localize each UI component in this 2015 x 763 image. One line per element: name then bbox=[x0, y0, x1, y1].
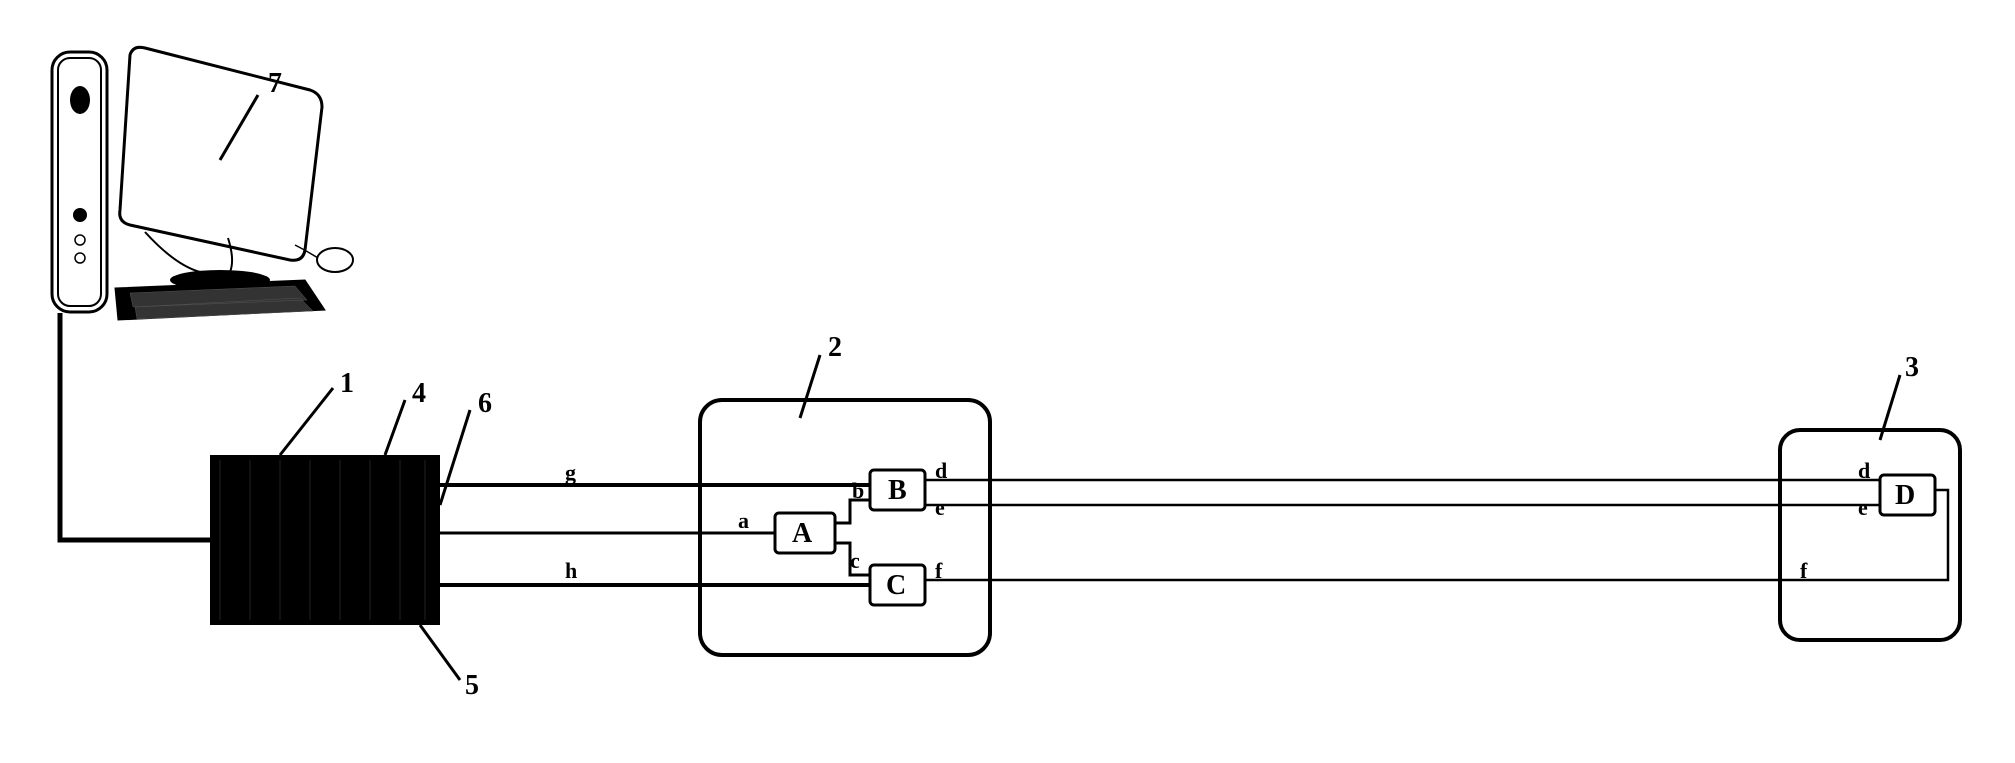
port-f3: f bbox=[1800, 558, 1807, 584]
label-5: 5 bbox=[465, 670, 479, 702]
label-1: 1 bbox=[340, 368, 354, 400]
port-d3: d bbox=[1858, 458, 1870, 484]
leader-4 bbox=[385, 400, 405, 455]
computer-keyboard bbox=[115, 280, 325, 320]
label-6: 6 bbox=[478, 388, 492, 420]
box-a-label: A bbox=[792, 518, 812, 550]
label-4: 4 bbox=[412, 378, 426, 410]
label-3: 3 bbox=[1905, 352, 1919, 384]
computer-tower bbox=[52, 52, 107, 312]
computer-monitor bbox=[120, 47, 322, 290]
box-b-label: B bbox=[888, 475, 907, 507]
port-e3: e bbox=[1858, 495, 1868, 521]
computer-mouse bbox=[295, 245, 353, 272]
port-g: g bbox=[565, 460, 576, 486]
cable-computer-box bbox=[60, 313, 210, 540]
port-h: h bbox=[565, 558, 577, 584]
label-2: 2 bbox=[828, 332, 842, 364]
leader-2 bbox=[800, 355, 820, 418]
port-f2: f bbox=[935, 558, 942, 584]
port-a: a bbox=[738, 508, 749, 534]
diagram-canvas bbox=[0, 0, 2015, 763]
box-d-label: D bbox=[1895, 480, 1915, 512]
port-b: b bbox=[852, 478, 864, 504]
port-e2: e bbox=[935, 495, 945, 521]
black-box bbox=[210, 455, 440, 625]
label-7: 7 bbox=[268, 68, 282, 100]
leader-6 bbox=[440, 410, 470, 505]
box-c-label: C bbox=[886, 570, 906, 602]
leader-5 bbox=[420, 625, 460, 680]
leader-1 bbox=[280, 388, 333, 455]
port-c: c bbox=[850, 548, 860, 574]
port-d2: d bbox=[935, 458, 947, 484]
